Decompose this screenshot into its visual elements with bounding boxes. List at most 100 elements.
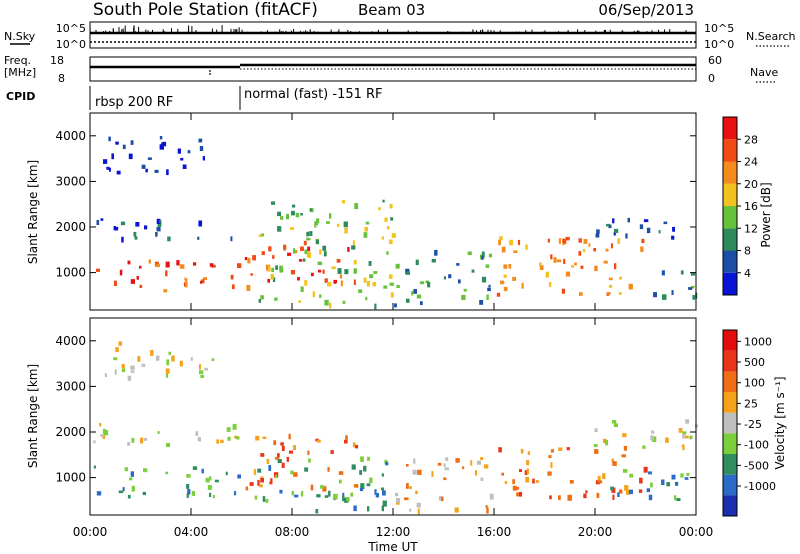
freq-label: Freq. bbox=[4, 54, 31, 67]
velocity-cell bbox=[211, 358, 215, 361]
power-cell bbox=[324, 278, 328, 283]
velocity-cell bbox=[593, 444, 598, 447]
velocity-cell bbox=[597, 480, 603, 484]
power-cell bbox=[185, 278, 188, 284]
power-cell bbox=[539, 262, 542, 267]
power-cell bbox=[147, 157, 152, 160]
velocity-cell bbox=[650, 482, 653, 488]
velocity-cell bbox=[382, 500, 387, 507]
power-cell bbox=[692, 295, 696, 300]
x-tick-label: 16:00 bbox=[477, 525, 512, 539]
velocity-colorbar-tick: -1000 bbox=[744, 480, 776, 493]
velocity-cell bbox=[293, 445, 296, 450]
velocity-cell bbox=[455, 458, 460, 463]
velocity-cell bbox=[550, 462, 553, 468]
velocity-cell bbox=[209, 476, 212, 481]
power-cell bbox=[558, 238, 561, 244]
velocity-cell bbox=[406, 464, 409, 467]
power-cell bbox=[518, 239, 521, 246]
velocity-cell bbox=[320, 485, 325, 489]
velocity-cell bbox=[257, 480, 260, 486]
velocity-cell bbox=[245, 486, 249, 491]
velocity-cell bbox=[404, 497, 409, 501]
power-cell bbox=[503, 286, 508, 292]
power-cell bbox=[503, 264, 508, 269]
power-cell bbox=[548, 281, 552, 287]
power-cell bbox=[496, 292, 501, 297]
power-cell bbox=[260, 295, 264, 300]
velocity-cell bbox=[355, 444, 359, 449]
power-cell bbox=[416, 294, 422, 299]
power-cell bbox=[134, 236, 138, 240]
velocity-cell bbox=[237, 474, 241, 479]
power-cell bbox=[258, 234, 262, 238]
velocity-cell bbox=[547, 471, 552, 476]
power-cell bbox=[420, 301, 423, 306]
power-cell bbox=[521, 282, 524, 289]
power-cell bbox=[290, 270, 296, 275]
power-cell bbox=[135, 222, 140, 227]
power-cell bbox=[386, 251, 389, 255]
velocity-cell bbox=[99, 422, 102, 427]
power-cell bbox=[691, 285, 695, 289]
power-cell bbox=[353, 259, 357, 265]
velocity-cell bbox=[259, 484, 263, 488]
velocity-cell bbox=[96, 491, 102, 496]
velocity-colorbar-tick: -500 bbox=[744, 459, 769, 472]
power-cell bbox=[209, 263, 214, 267]
power-cell bbox=[340, 280, 343, 287]
velocity-cell bbox=[651, 430, 655, 434]
power-cell bbox=[547, 238, 550, 243]
velocity-cell bbox=[629, 489, 633, 495]
x-tick-label: 04:00 bbox=[174, 525, 209, 539]
velocity-cell bbox=[209, 492, 212, 497]
velocity-cell bbox=[330, 450, 334, 454]
velocity-cell bbox=[281, 445, 285, 451]
power-cell bbox=[271, 201, 276, 205]
power-cell bbox=[144, 225, 148, 230]
power-cell bbox=[201, 279, 205, 284]
power-cell bbox=[211, 264, 216, 268]
velocity-cell bbox=[622, 469, 628, 473]
velocity-cell bbox=[611, 458, 614, 462]
power-cell bbox=[179, 264, 185, 269]
velocity-cell bbox=[366, 483, 371, 487]
velocity-cell bbox=[165, 471, 169, 475]
velocity-cell bbox=[333, 493, 338, 500]
power-ytick-label: 4000 bbox=[55, 129, 86, 143]
velocity-cell bbox=[594, 428, 598, 432]
power-cell bbox=[595, 233, 600, 238]
x-tick-label: 00:00 bbox=[679, 525, 714, 539]
power-cell bbox=[115, 141, 119, 145]
velocity-cell bbox=[199, 364, 202, 370]
velocity-cell bbox=[327, 467, 330, 472]
velocity-cell bbox=[187, 489, 191, 495]
velocity-cell bbox=[201, 468, 204, 474]
power-cell bbox=[162, 141, 167, 147]
power-cell bbox=[563, 258, 566, 264]
velocity-cell bbox=[103, 430, 109, 436]
velocity-cell bbox=[118, 490, 124, 494]
power-cell bbox=[96, 268, 100, 272]
power-cell bbox=[363, 232, 368, 238]
power-cell bbox=[283, 244, 286, 251]
velocity-cell bbox=[122, 487, 125, 492]
velocity-cell bbox=[417, 469, 422, 475]
power-cell bbox=[456, 263, 460, 266]
velocity-cell bbox=[360, 456, 364, 462]
velocity-cell bbox=[198, 370, 204, 375]
x-axis-label: Time UT bbox=[367, 540, 418, 554]
velocity-cell bbox=[197, 437, 201, 442]
power-cell bbox=[271, 267, 275, 273]
velocity-cell bbox=[104, 373, 107, 378]
velocity-cell bbox=[308, 458, 311, 463]
power-cell bbox=[202, 156, 205, 161]
power-cell bbox=[292, 204, 296, 208]
power-cell bbox=[488, 284, 491, 288]
velocity-cell bbox=[338, 471, 344, 475]
power-cell bbox=[166, 169, 169, 176]
power-cell bbox=[434, 249, 438, 256]
power-cell bbox=[605, 248, 609, 252]
power-cell bbox=[159, 220, 162, 224]
nave-tick-high: 60 bbox=[708, 54, 722, 67]
